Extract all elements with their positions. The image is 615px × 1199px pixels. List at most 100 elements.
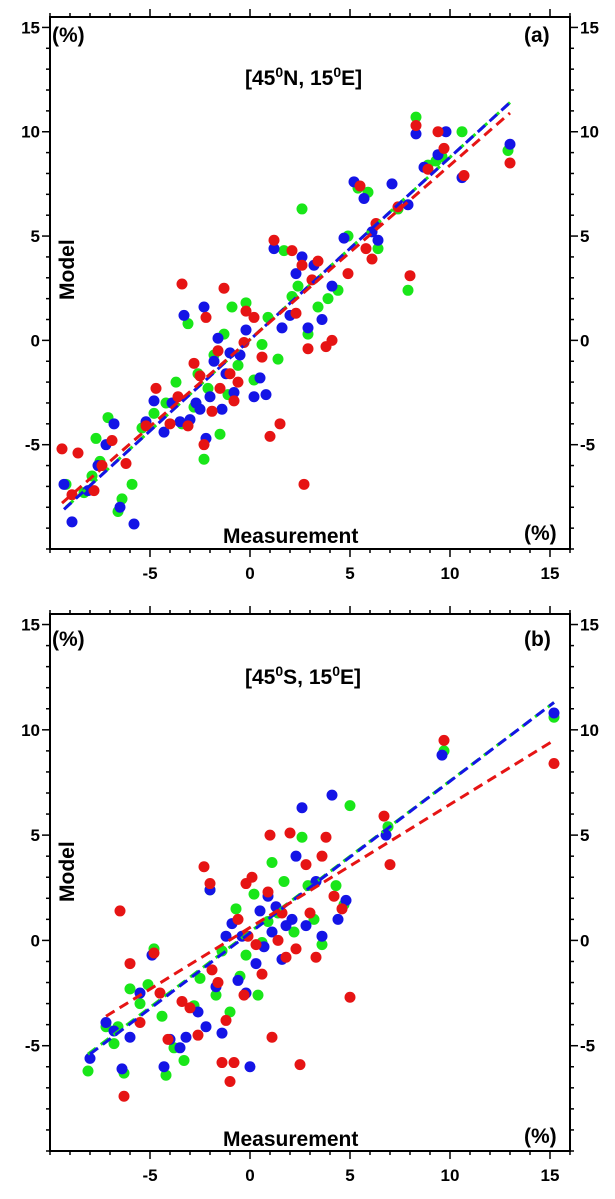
y-tick-label-left: -5 <box>25 1037 40 1056</box>
data-point-green <box>214 428 226 440</box>
data-point-green <box>224 1006 236 1018</box>
y-tick-label-left: 15 <box>21 18 40 37</box>
data-point-green <box>312 301 324 313</box>
x-tick-label: 5 <box>345 564 354 583</box>
panel-b-axes: -5 0 5 10 15 15 15 10 10 5 5 0 0 -5 -5 <box>21 606 599 1185</box>
data-point-blue <box>248 391 260 403</box>
x-tick-label: -5 <box>142 564 157 583</box>
data-point-blue <box>386 178 398 190</box>
trend-line-blue <box>89 701 555 1056</box>
data-point-red <box>458 170 470 182</box>
x-tick-label: -5 <box>142 1166 157 1185</box>
y-tick-label-right: 15 <box>580 18 599 37</box>
data-point-red <box>280 951 292 963</box>
data-point-red <box>120 457 132 469</box>
data-point-blue <box>358 193 370 205</box>
y-tick-label-right: 0 <box>580 931 589 950</box>
data-point-blue <box>286 913 298 925</box>
data-point-blue <box>254 905 266 917</box>
data-point-blue <box>116 1063 128 1075</box>
data-point-blue <box>290 850 302 862</box>
data-point-green <box>82 1065 94 1077</box>
data-point-red <box>72 447 84 459</box>
data-point-red <box>432 126 444 138</box>
data-point-red <box>216 1057 228 1069</box>
x-tick-label: 15 <box>541 1166 560 1185</box>
data-point-blue <box>254 372 266 384</box>
data-point-red <box>204 878 216 890</box>
data-point-red <box>198 861 210 873</box>
data-point-red <box>344 991 356 1003</box>
data-point-blue <box>194 403 206 415</box>
data-point-red <box>214 382 226 394</box>
y-tick-label-right: 15 <box>580 616 599 635</box>
data-point-red <box>56 443 68 455</box>
panel-b-title: [450S, 150E] <box>245 663 361 689</box>
data-point-blue <box>100 1017 112 1029</box>
data-point-green <box>278 875 290 887</box>
data-point-red <box>248 311 260 323</box>
data-point-red <box>264 430 276 442</box>
data-point-green <box>456 126 468 138</box>
data-point-red <box>246 871 258 883</box>
data-point-green <box>272 353 284 365</box>
data-point-blue <box>216 1027 228 1039</box>
data-point-red <box>410 119 422 131</box>
data-point-red <box>422 163 434 175</box>
data-point-green <box>372 243 384 255</box>
y-tick-label-right: 10 <box>580 721 599 740</box>
data-point-green <box>316 939 328 951</box>
data-point-red <box>378 810 390 822</box>
y-tick-label-left: 10 <box>21 721 40 740</box>
trend-line-red <box>61 111 511 505</box>
data-point-red <box>438 142 450 154</box>
data-point-green <box>232 359 244 371</box>
data-point-red <box>316 850 328 862</box>
trend-line-blue <box>62 101 512 511</box>
data-point-green <box>288 926 300 938</box>
panel-b-tag: (b) <box>524 628 551 651</box>
data-point-red <box>164 418 176 430</box>
panel-b-x-label: Measurement <box>223 1128 358 1151</box>
data-point-red <box>106 435 118 447</box>
data-point-red <box>200 311 212 323</box>
panel-a: (%) (a) [450N, 150E] Model Measurement (… <box>21 9 599 583</box>
data-point-red <box>124 958 136 970</box>
y-tick-label-right: 5 <box>580 826 589 845</box>
data-point-blue <box>200 1021 212 1033</box>
data-point-red <box>232 913 244 925</box>
data-point-blue <box>66 516 78 528</box>
data-point-red <box>354 180 366 192</box>
data-point-blue <box>208 355 220 367</box>
x-tick-label: 15 <box>541 564 560 583</box>
data-point-blue <box>198 301 210 313</box>
data-point-green <box>170 376 182 388</box>
panel-a-y-unit: (%) <box>52 24 85 47</box>
data-point-red <box>300 859 312 871</box>
data-point-red <box>256 968 268 980</box>
data-point-blue <box>260 389 272 401</box>
data-point-red <box>224 1076 236 1088</box>
data-point-green <box>344 800 356 812</box>
data-point-blue <box>300 920 312 932</box>
y-tick-label-left: 15 <box>21 616 40 635</box>
data-point-blue <box>58 478 70 490</box>
data-point-red <box>250 939 262 951</box>
data-point-blue <box>436 749 448 761</box>
data-point-red <box>266 1031 278 1043</box>
data-point-red <box>238 989 250 1001</box>
data-point-blue <box>180 1031 192 1043</box>
data-point-red <box>232 376 244 388</box>
data-point-green <box>402 284 414 296</box>
data-point-red <box>212 345 224 357</box>
data-point-blue <box>158 1061 170 1073</box>
data-point-blue <box>158 426 170 438</box>
data-point-red <box>302 343 314 355</box>
data-point-red <box>326 334 338 346</box>
y-tick-label-left: -5 <box>25 436 40 455</box>
data-point-red <box>320 831 332 843</box>
y-tick-label-left: 5 <box>31 227 40 246</box>
data-point-red <box>276 907 288 919</box>
data-point-red <box>220 1014 232 1026</box>
